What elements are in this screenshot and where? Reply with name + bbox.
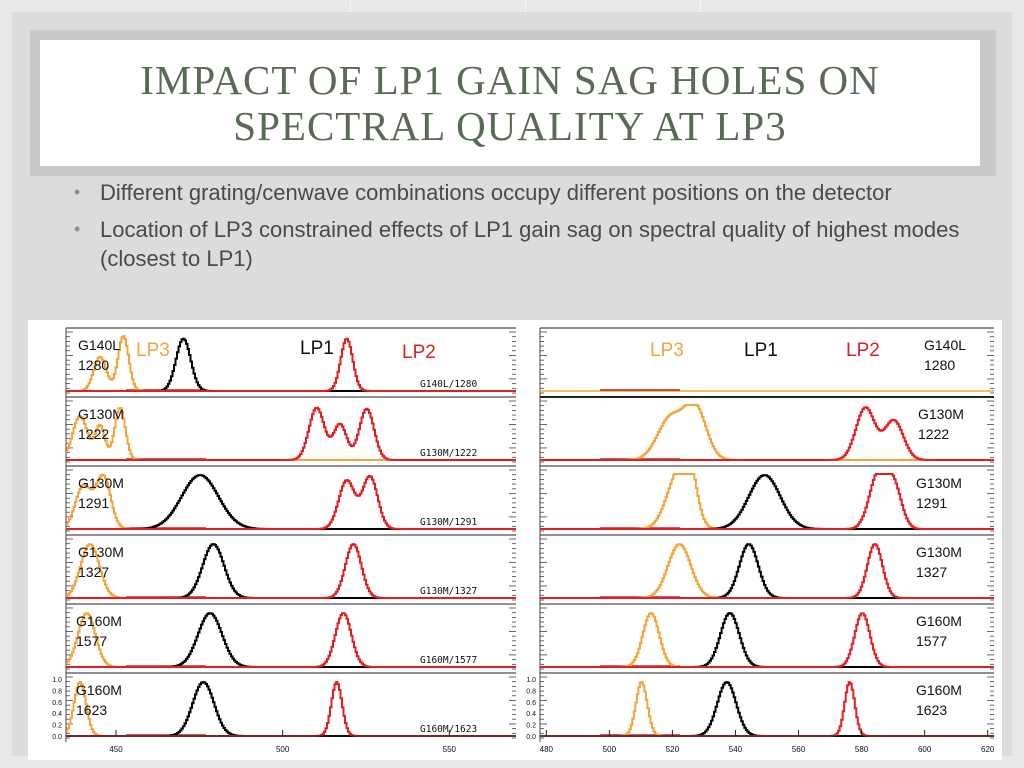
spectra-chart-right: G140L 1280 G130M 1222 G130M 1291 G130M 1327 G160…	[526, 327, 995, 754]
setting-tag: G160M/1623	[420, 724, 477, 735]
spectrum-lp2-line	[540, 406, 994, 461]
spectrum-panel: G130M 1291 G130M/1291	[65, 465, 516, 535]
spectrum-panel: G160M 1577	[539, 603, 994, 673]
y-tick-label: 1.0	[526, 677, 536, 684]
spectrum-lp2-line	[66, 337, 516, 392]
cenwave-label: 1280	[78, 357, 109, 373]
setting-tag: G140L/1280	[420, 379, 477, 390]
y-tick-label: 0.8	[52, 688, 62, 695]
x-tick-label: 580	[855, 745, 869, 754]
spectra-figure-left: G140L 1280 G140L/1280 G130M 1222 G130M/1222 G1…	[28, 320, 518, 760]
y-tick-label: 0.8	[526, 688, 536, 695]
y-tick-label: 1.0	[52, 677, 62, 684]
grating-label: G140L	[924, 337, 966, 353]
spectrum-lp2-line	[66, 406, 516, 461]
spectra-figure-right: G140L 1280 G130M 1222 G130M 1291 G130M 1327 G160…	[518, 320, 1002, 760]
y-tick-label: 0.6	[526, 700, 536, 707]
spectrum-lp2-line	[540, 473, 994, 530]
spectrum-panel: G130M 1327 G130M/1327	[65, 534, 516, 604]
x-tick-label: 500	[276, 745, 290, 754]
peak-label-lp1: LP1	[300, 338, 334, 359]
cenwave-label: 1327	[916, 564, 947, 580]
spectrum-panel: G130M 1222 G130M/1222	[65, 396, 516, 466]
y-tick-label: 0.4	[52, 711, 62, 718]
grating-label: G130M	[78, 406, 124, 422]
y-tick-label: 0.0	[526, 734, 536, 741]
bullet-text: Location of LP3 constrained effects of L…	[100, 217, 960, 271]
spectrum-lp2-line	[66, 612, 516, 668]
grating-label: G160M	[916, 613, 962, 629]
x-tick-label: 620	[981, 745, 995, 754]
slide-title-line-1: IMPACT OF LP1 GAIN SAG HOLES ON	[140, 57, 880, 103]
slide-title-line-2: SPECTRAL QUALITY AT LP3	[233, 103, 787, 149]
cenwave-label: 1291	[916, 495, 947, 511]
spectrum-panel: G160M 1577 G160M/1577	[65, 603, 516, 673]
x-tick-label: 500	[603, 745, 617, 754]
x-tick-label: 480	[540, 745, 554, 754]
grating-label: G130M	[78, 544, 124, 560]
cenwave-label: 1623	[76, 702, 107, 718]
spectrum-lp2-line	[540, 612, 994, 668]
setting-tag: G130M/1327	[420, 586, 477, 597]
y-tick-label: 0.2	[526, 723, 536, 730]
cenwave-label: 1623	[916, 702, 947, 718]
peak-label-lp3: LP3	[136, 340, 170, 361]
cenwave-label: 1327	[78, 564, 109, 580]
bullet-dot-icon: •	[74, 182, 81, 202]
x-tick-label: 540	[729, 745, 743, 754]
spectrum-panel: G130M 1291	[539, 465, 994, 535]
spectrum-panel: G140L 1280 G140L/1280	[65, 327, 516, 397]
cenwave-label: 1577	[916, 633, 947, 649]
bullet-item: • Location of LP3 constrained effects of…	[74, 215, 994, 273]
grating-label: G130M	[916, 475, 962, 491]
peak-label-lp2: LP2	[846, 340, 880, 361]
grating-label: G140L	[78, 337, 120, 353]
setting-tag: G160M/1577	[420, 655, 477, 666]
x-tick-label: 450	[109, 745, 123, 754]
peak-label-lp2: LP2	[402, 342, 436, 363]
cenwave-label: 1222	[78, 426, 109, 442]
grating-label: G130M	[78, 475, 124, 491]
bullet-list: • Different grating/cenwave combinations…	[74, 178, 994, 281]
y-tick-label: 0.4	[526, 711, 536, 718]
grating-label: G130M	[918, 406, 964, 422]
grating-label: G160M	[916, 682, 962, 698]
y-tick-label: 0.6	[52, 700, 62, 707]
bullet-dot-icon: •	[74, 219, 81, 239]
spectra-chart-left: G140L1280G140L/1280G130M1222G130M/1222G1…	[52, 327, 516, 754]
bullet-item: • Different grating/cenwave combinations…	[74, 178, 994, 207]
y-tick-label: 0.0	[52, 734, 62, 741]
spectrum-panel: G130M 1222	[539, 396, 994, 466]
slide-title: IMPACT OF LP1 GAIN SAG HOLES ON SPECTRAL…	[40, 40, 980, 166]
peak-label-lp3: LP3	[650, 340, 684, 361]
spectrum-panel: G160M 1623	[539, 672, 994, 742]
setting-tag: G130M/1222	[420, 448, 477, 459]
cenwave-label: 1280	[924, 357, 955, 373]
spectrum-lp2-line	[66, 475, 516, 530]
spectrum-lp2-line	[540, 543, 994, 599]
grating-label: G130M	[916, 544, 962, 560]
peak-label-lp1: LP1	[744, 340, 778, 361]
setting-tag: G130M/1291	[420, 517, 477, 528]
y-tick-label: 0.2	[52, 723, 62, 730]
x-tick-label: 600	[918, 745, 932, 754]
bullet-text: Different grating/cenwave combinations o…	[100, 180, 892, 205]
spectrum-panel: G160M 1623 G160M/1623	[65, 672, 516, 742]
cenwave-label: 1291	[78, 495, 109, 511]
spectrum-panel: G140L 1280	[539, 327, 994, 397]
spectrum-panel: G130M 1327	[539, 534, 994, 604]
x-tick-label: 560	[792, 745, 806, 754]
grating-label: G160M	[76, 682, 122, 698]
spectrum-lp2-line	[66, 543, 516, 599]
x-tick-label: 520	[666, 745, 680, 754]
cenwave-label: 1577	[76, 633, 107, 649]
x-tick-label: 550	[443, 745, 457, 754]
grating-label: G160M	[76, 613, 122, 629]
cenwave-label: 1222	[918, 426, 949, 442]
